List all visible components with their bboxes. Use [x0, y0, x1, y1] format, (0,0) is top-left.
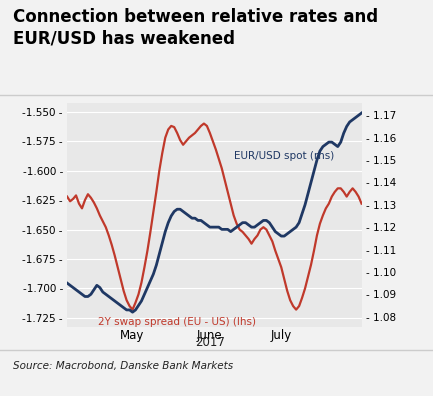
- Text: Source: Macrobond, Danske Bank Markets: Source: Macrobond, Danske Bank Markets: [13, 362, 233, 371]
- Text: 2017: 2017: [195, 336, 225, 349]
- Text: EUR/USD spot (rhs): EUR/USD spot (rhs): [234, 150, 334, 160]
- Text: Connection between relative rates and
EUR/USD has weakened: Connection between relative rates and EU…: [13, 8, 378, 48]
- Text: 2Y swap spread (EU - US) (lhs): 2Y swap spread (EU - US) (lhs): [98, 317, 256, 327]
